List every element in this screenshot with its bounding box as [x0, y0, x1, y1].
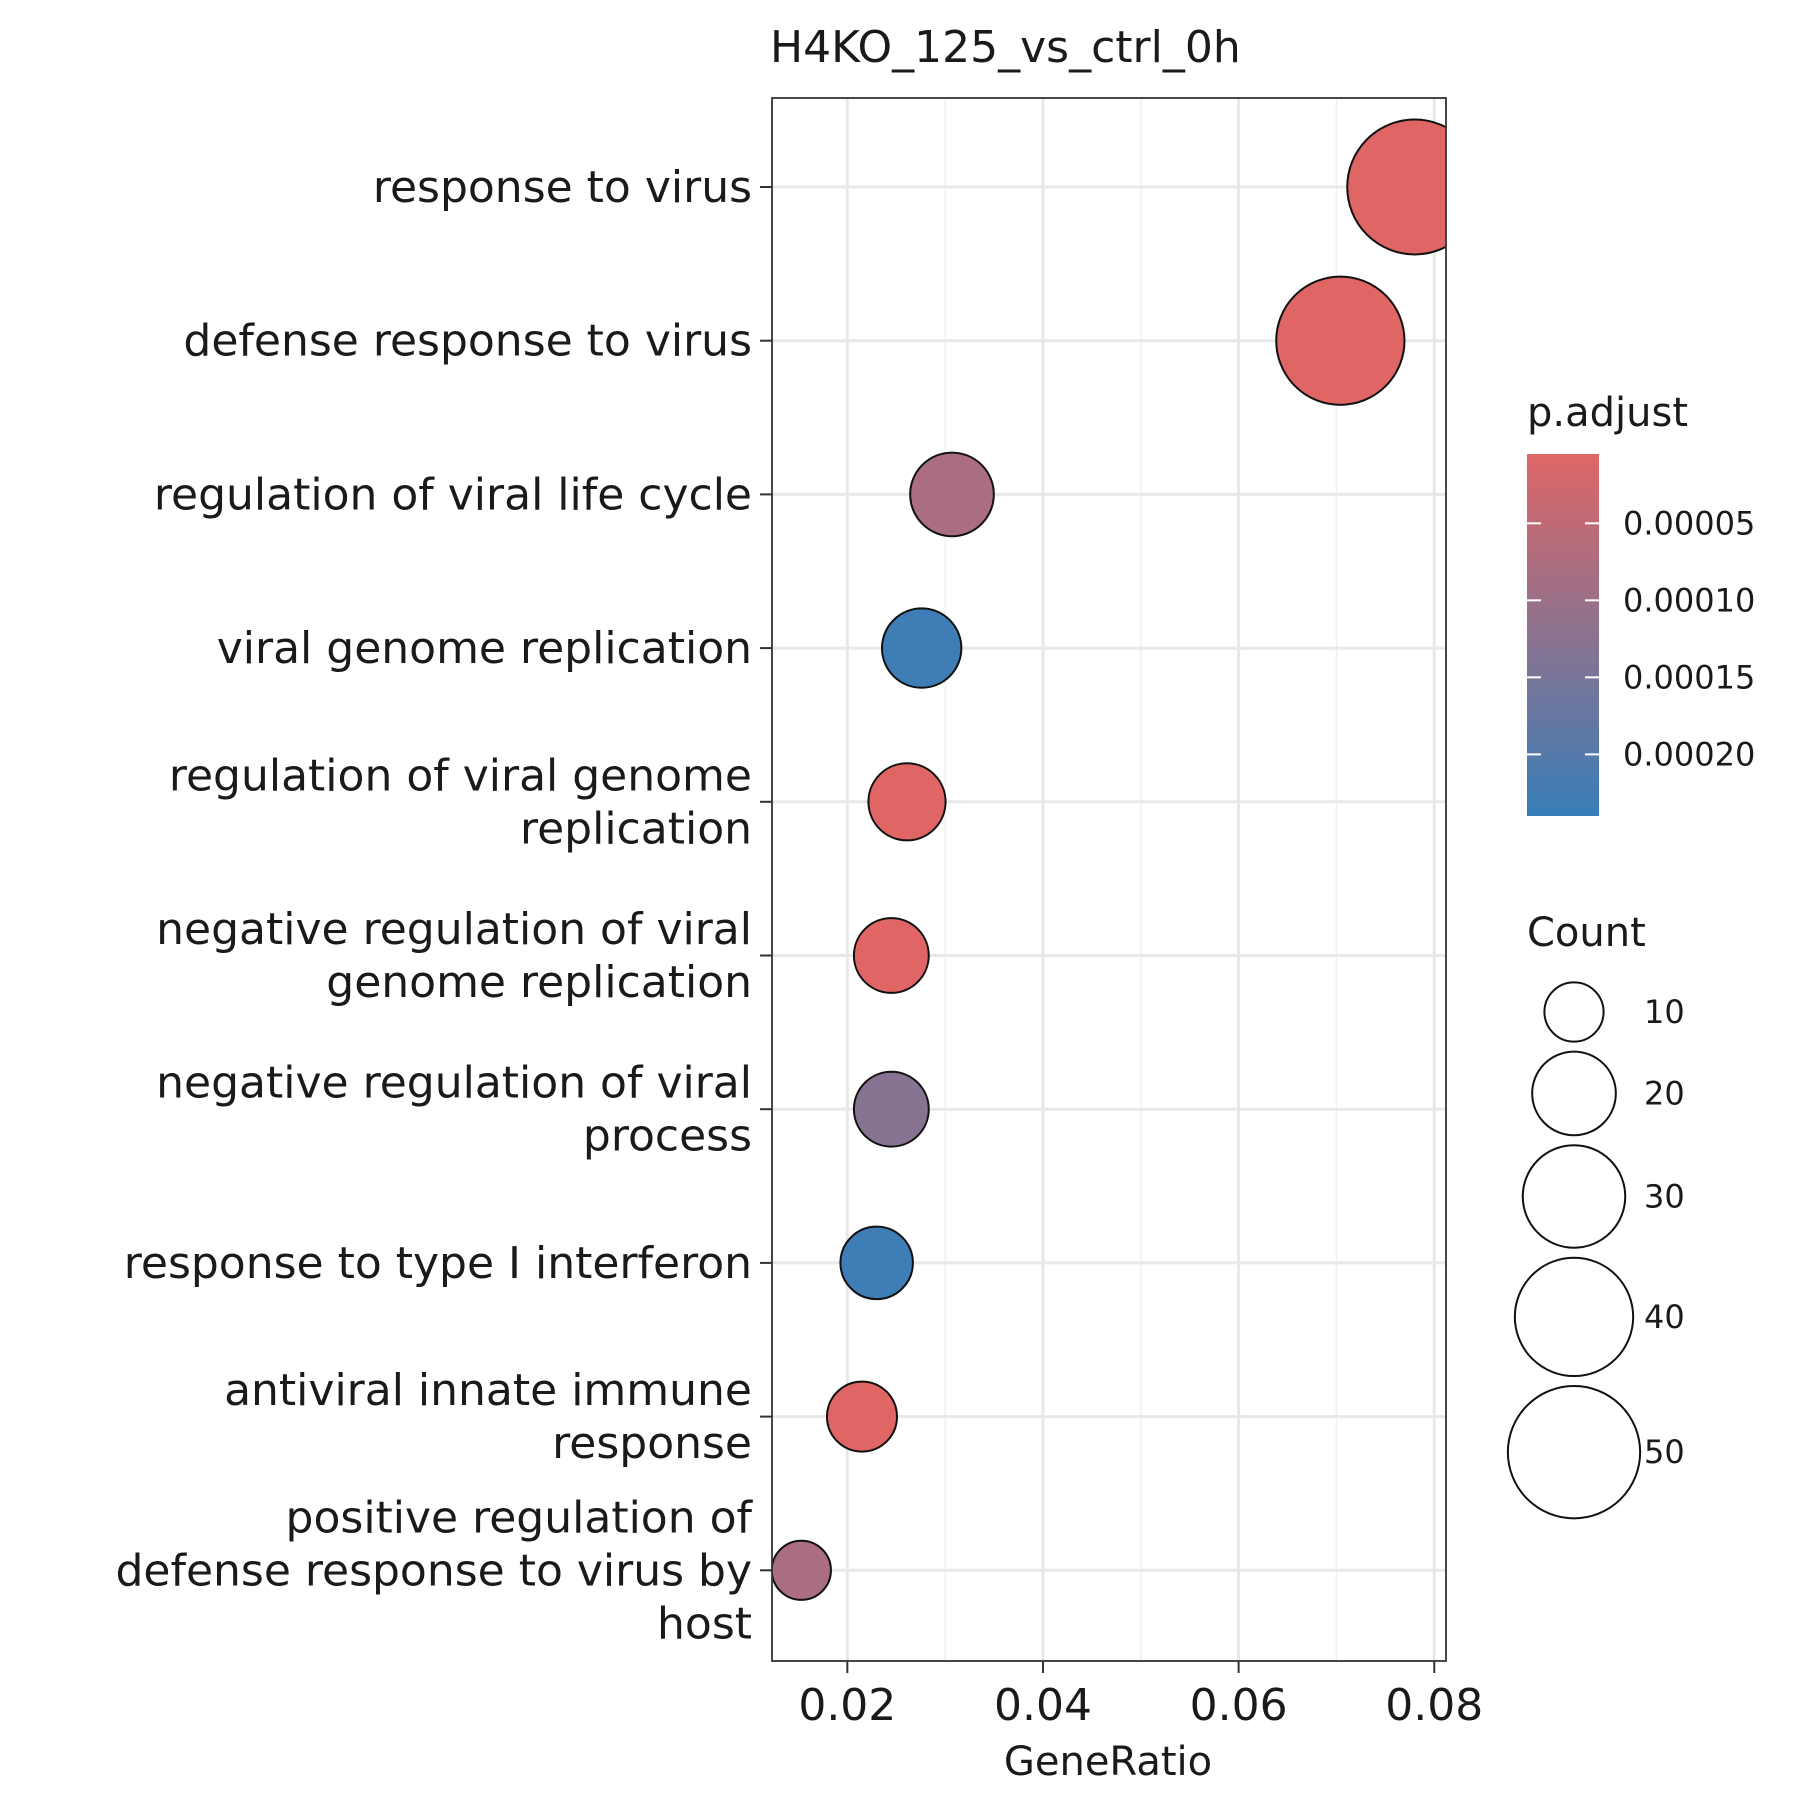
y-tick-label-line: genome replication [326, 957, 752, 1008]
data-point [839, 1225, 914, 1301]
x-tick-label: 0.08 [1385, 1680, 1483, 1731]
y-tick-label-line: replication [520, 803, 752, 854]
y-tick-label-line: response to type I interferon [124, 1238, 752, 1289]
data-point [825, 1380, 898, 1453]
data-point [1275, 275, 1406, 406]
y-tick-label-line: regulation of viral genome [169, 750, 752, 801]
chart-title: H4KO_125_vs_ctrl_0h [770, 22, 1241, 73]
colorbar-label: 0.00020 [1623, 735, 1755, 773]
y-tick-label-line: viral genome replication [217, 623, 752, 674]
count-legend-label: 20 [1644, 1074, 1685, 1112]
y-tick-label-line: response [552, 1418, 752, 1469]
y-tick-label-line: process [583, 1111, 752, 1162]
y-tick-label-line: regulation of viral life cycle [154, 469, 752, 520]
data-point [909, 451, 995, 538]
count-legend: Count 10 20 30 40 50 [1506, 910, 1685, 1520]
y-tick-label: positive regulation of defense response t… [115, 1492, 753, 1649]
x-tick-label: 0.04 [994, 1680, 1092, 1731]
y-tick-label: response to virus [373, 162, 752, 213]
count-legend-circle [1543, 981, 1605, 1043]
y-tick-label: response to type I interferon [124, 1238, 752, 1289]
data-point [1346, 118, 1446, 256]
count-legend-label: 30 [1644, 1177, 1685, 1215]
data-point [772, 1539, 832, 1601]
y-tick-label-line: negative regulation of viral [156, 1058, 752, 1109]
p-adjust-legend-title: p.adjust [1527, 390, 1688, 436]
count-legend-circle [1506, 1385, 1642, 1520]
colorbar-label: 0.00015 [1623, 658, 1755, 696]
data-point [867, 762, 947, 842]
y-tick-label-line: host [657, 1598, 752, 1649]
plot-area: response to virus defense response to vir… [115, 97, 1483, 1731]
p-adjust-colorbar [1527, 454, 1599, 816]
points-group [772, 118, 1446, 1601]
plot-border [771, 97, 1447, 1662]
x-axis-label: GeneRatio [1004, 1739, 1212, 1785]
count-legend-circle [1531, 1050, 1617, 1137]
y-tick-label: defense response to virus [183, 316, 752, 367]
count-legend-circle [1513, 1256, 1635, 1378]
y-tick-label-line: positive regulation of [286, 1492, 754, 1543]
y-tick-label: negative regulation of viral process [156, 1058, 752, 1162]
data-point [852, 1070, 930, 1148]
x-tick-label: 0.02 [798, 1680, 896, 1731]
data-point [852, 917, 930, 994]
count-legend-label: 10 [1644, 993, 1685, 1031]
colorbar-label: 0.00005 [1623, 504, 1755, 542]
count-legend-title: Count [1527, 910, 1646, 956]
count-legend-label: 50 [1644, 1433, 1685, 1471]
count-legend-circle [1521, 1144, 1627, 1249]
y-tick-label-line: defense response to virus by [115, 1545, 752, 1596]
y-tick-label-line: negative regulation of viral [156, 904, 752, 955]
colorbar-label: 0.00010 [1623, 581, 1755, 619]
x-tick-label: 0.06 [1190, 1680, 1288, 1731]
y-tick-label: regulation of viral life cycle [154, 469, 752, 520]
y-tick-label-line: antiviral innate immune [224, 1365, 752, 1416]
p-adjust-legend: p.adjust 0.00005 0.00010 0.00015 0.00020 [1527, 390, 1755, 816]
y-tick-label: viral genome replication [217, 623, 752, 674]
y-tick-label: antiviral innate immune response [224, 1365, 752, 1469]
data-point [880, 607, 963, 689]
y-tick-label-line: defense response to virus [183, 316, 752, 367]
y-tick-label: negative regulation of viral genome repli… [156, 904, 752, 1008]
y-tick-label-line: response to virus [373, 162, 752, 213]
y-tick-label: regulation of viral genome replication [169, 750, 752, 854]
count-legend-label: 40 [1644, 1298, 1685, 1336]
